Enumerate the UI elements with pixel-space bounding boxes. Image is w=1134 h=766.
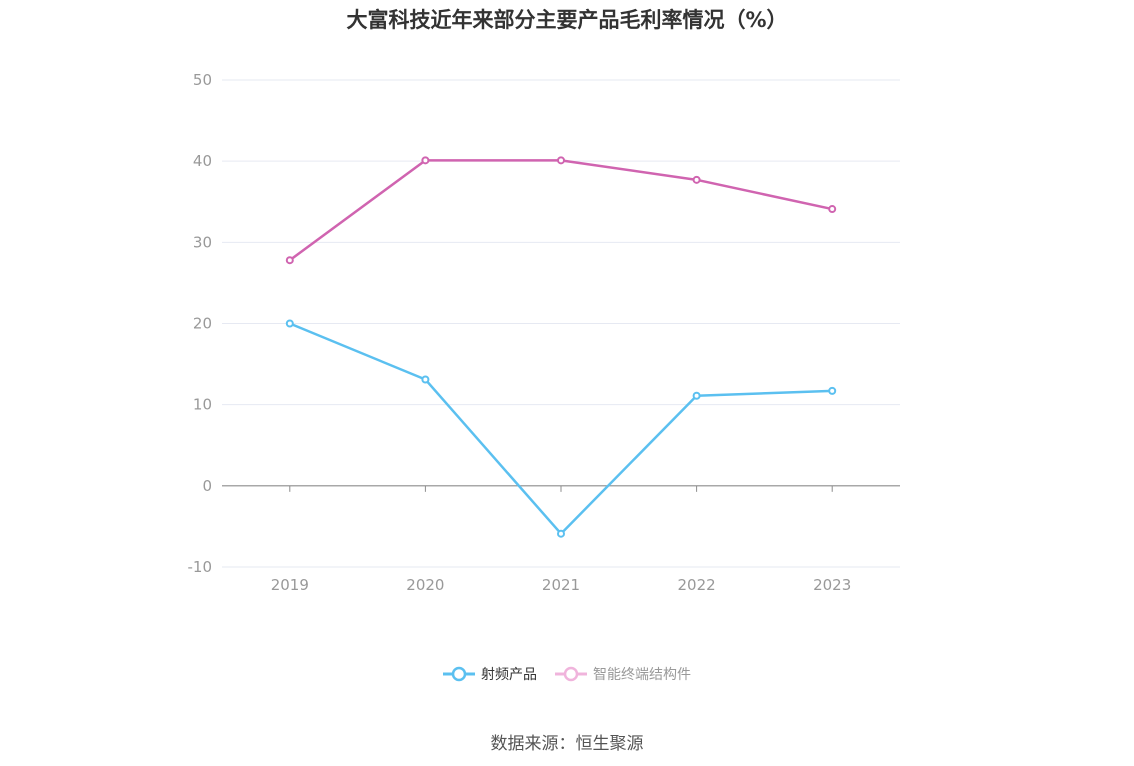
- data-point: [828, 205, 837, 214]
- y-tick-label: -10: [188, 558, 213, 576]
- legend-marker-icon: [555, 666, 587, 682]
- x-tick-label: 2022: [678, 576, 716, 594]
- data-point: [692, 175, 701, 184]
- series-layer: [285, 156, 837, 538]
- legend-marker-icon: [443, 666, 475, 682]
- legend-item-series-2[interactable]: 智能终端结构件: [555, 664, 691, 684]
- legend-label: 智能终端结构件: [593, 667, 691, 683]
- data-point: [285, 319, 294, 328]
- x-tick-label: 2020: [406, 576, 444, 594]
- data-point: [421, 156, 430, 165]
- y-tick-label: 10: [193, 396, 212, 414]
- y-tick-label: 40: [193, 152, 212, 170]
- source-note: 数据来源：恒生聚源: [490, 734, 644, 754]
- series-1: [285, 319, 837, 538]
- series-2: [285, 156, 837, 265]
- x-tick-label: 2019: [271, 576, 309, 594]
- legend: 射频产品 智能终端结构件: [0, 664, 1134, 684]
- legend-item-series-1[interactable]: 射频产品: [443, 664, 537, 684]
- data-point: [557, 529, 565, 538]
- y-axis: -10 0 10 20 30 40 50: [188, 71, 213, 576]
- x-axis: 2019 2020 2021 2022 2023: [222, 485, 900, 594]
- x-tick-label: 2021: [542, 576, 580, 594]
- y-tick-label: 20: [193, 315, 212, 333]
- chart-title: 大富科技近年来部分主要产品毛利率情况（%）: [346, 8, 788, 32]
- series-line: [289, 159, 833, 262]
- y-tick-label: 30: [193, 233, 212, 251]
- data-point: [828, 386, 837, 395]
- data-point: [421, 375, 430, 384]
- data-point: [692, 391, 701, 400]
- data-point: [285, 256, 294, 265]
- series-line: [289, 322, 833, 535]
- x-tick-label: 2023: [813, 576, 851, 594]
- y-tick-label: 0: [202, 477, 212, 495]
- grid-lines: [222, 79, 900, 568]
- y-tick-label: 50: [193, 71, 212, 89]
- legend-label: 射频产品: [481, 667, 537, 683]
- data-point: [557, 156, 565, 165]
